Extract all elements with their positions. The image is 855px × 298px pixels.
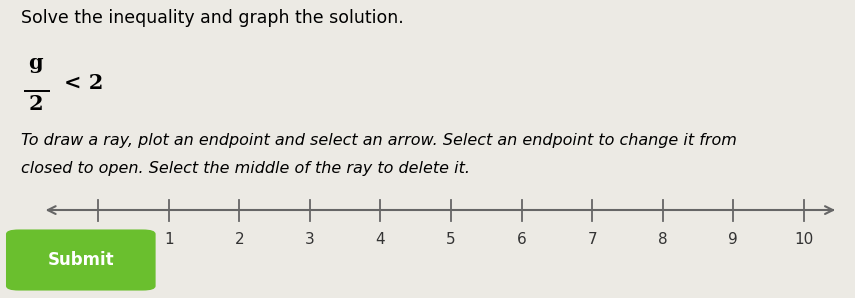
Text: 3: 3 [305,232,315,247]
Text: 2: 2 [234,232,245,247]
Text: 7: 7 [587,232,597,247]
Text: Submit: Submit [48,251,114,269]
Text: 10: 10 [794,232,813,247]
Text: 2: 2 [28,94,44,114]
Text: 1: 1 [164,232,174,247]
Text: Solve the inequality and graph the solution.: Solve the inequality and graph the solut… [21,9,404,27]
Text: 9: 9 [728,232,738,247]
Text: To draw a ray, plot an endpoint and select an arrow. Select an endpoint to chang: To draw a ray, plot an endpoint and sele… [21,133,737,148]
Text: 5: 5 [446,232,456,247]
Text: 8: 8 [657,232,668,247]
Text: < 2: < 2 [64,73,103,94]
Text: closed to open. Select the middle of the ray to delete it.: closed to open. Select the middle of the… [21,161,470,176]
Text: 0: 0 [93,232,103,247]
Text: 6: 6 [516,232,527,247]
Text: g: g [28,53,44,73]
Text: 4: 4 [375,232,386,247]
FancyBboxPatch shape [6,229,156,291]
